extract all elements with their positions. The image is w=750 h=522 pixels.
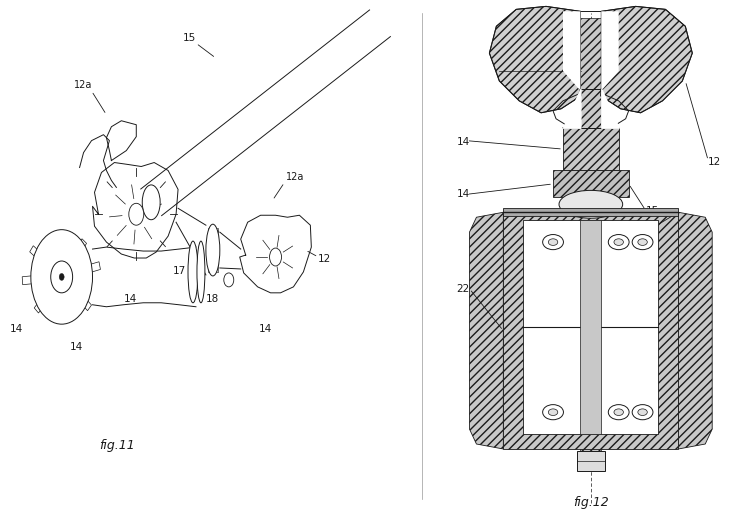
Ellipse shape [614, 409, 623, 416]
Polygon shape [580, 18, 602, 456]
Text: fig.11: fig.11 [100, 439, 135, 452]
Text: 12a: 12a [286, 172, 304, 182]
Polygon shape [553, 171, 628, 197]
Polygon shape [490, 6, 581, 113]
Polygon shape [601, 6, 692, 113]
Ellipse shape [638, 239, 647, 245]
Text: 14: 14 [123, 294, 136, 304]
Ellipse shape [129, 203, 144, 225]
Text: fig.12: fig.12 [573, 496, 609, 509]
Ellipse shape [614, 239, 623, 245]
Polygon shape [679, 212, 712, 449]
Ellipse shape [188, 241, 198, 303]
Ellipse shape [559, 191, 622, 218]
Polygon shape [580, 220, 602, 434]
Ellipse shape [543, 234, 563, 250]
Text: 14: 14 [457, 189, 470, 199]
Bar [503, 208, 679, 216]
Ellipse shape [608, 234, 629, 250]
Polygon shape [503, 212, 679, 449]
Text: 14: 14 [259, 324, 272, 334]
Ellipse shape [543, 405, 563, 420]
Text: 14: 14 [10, 324, 23, 334]
Ellipse shape [31, 230, 92, 324]
Polygon shape [563, 11, 580, 89]
Text: 24: 24 [646, 229, 658, 239]
Ellipse shape [51, 261, 73, 293]
Text: 15: 15 [182, 33, 196, 43]
Text: 12a: 12a [74, 80, 92, 90]
Text: 14: 14 [457, 137, 470, 147]
Ellipse shape [59, 274, 64, 280]
Ellipse shape [224, 273, 234, 287]
Ellipse shape [608, 405, 629, 420]
Ellipse shape [632, 234, 653, 250]
Text: 14: 14 [70, 341, 83, 351]
Polygon shape [470, 212, 503, 449]
Text: 18: 18 [206, 294, 219, 304]
Ellipse shape [197, 241, 205, 303]
Polygon shape [602, 11, 619, 89]
Ellipse shape [548, 409, 558, 416]
Text: 17: 17 [173, 266, 186, 276]
Ellipse shape [638, 409, 647, 416]
Polygon shape [577, 451, 604, 471]
Text: 12: 12 [318, 254, 332, 264]
Polygon shape [208, 228, 218, 272]
Ellipse shape [269, 248, 281, 266]
Polygon shape [563, 128, 619, 171]
Ellipse shape [632, 405, 653, 420]
Bar [580, 220, 602, 434]
Text: 22: 22 [457, 284, 470, 294]
Ellipse shape [206, 224, 220, 276]
Text: 15: 15 [646, 206, 658, 216]
Ellipse shape [142, 185, 160, 220]
Ellipse shape [548, 239, 558, 245]
Text: 12: 12 [708, 157, 722, 167]
Bar [524, 220, 658, 434]
Polygon shape [190, 254, 202, 290]
